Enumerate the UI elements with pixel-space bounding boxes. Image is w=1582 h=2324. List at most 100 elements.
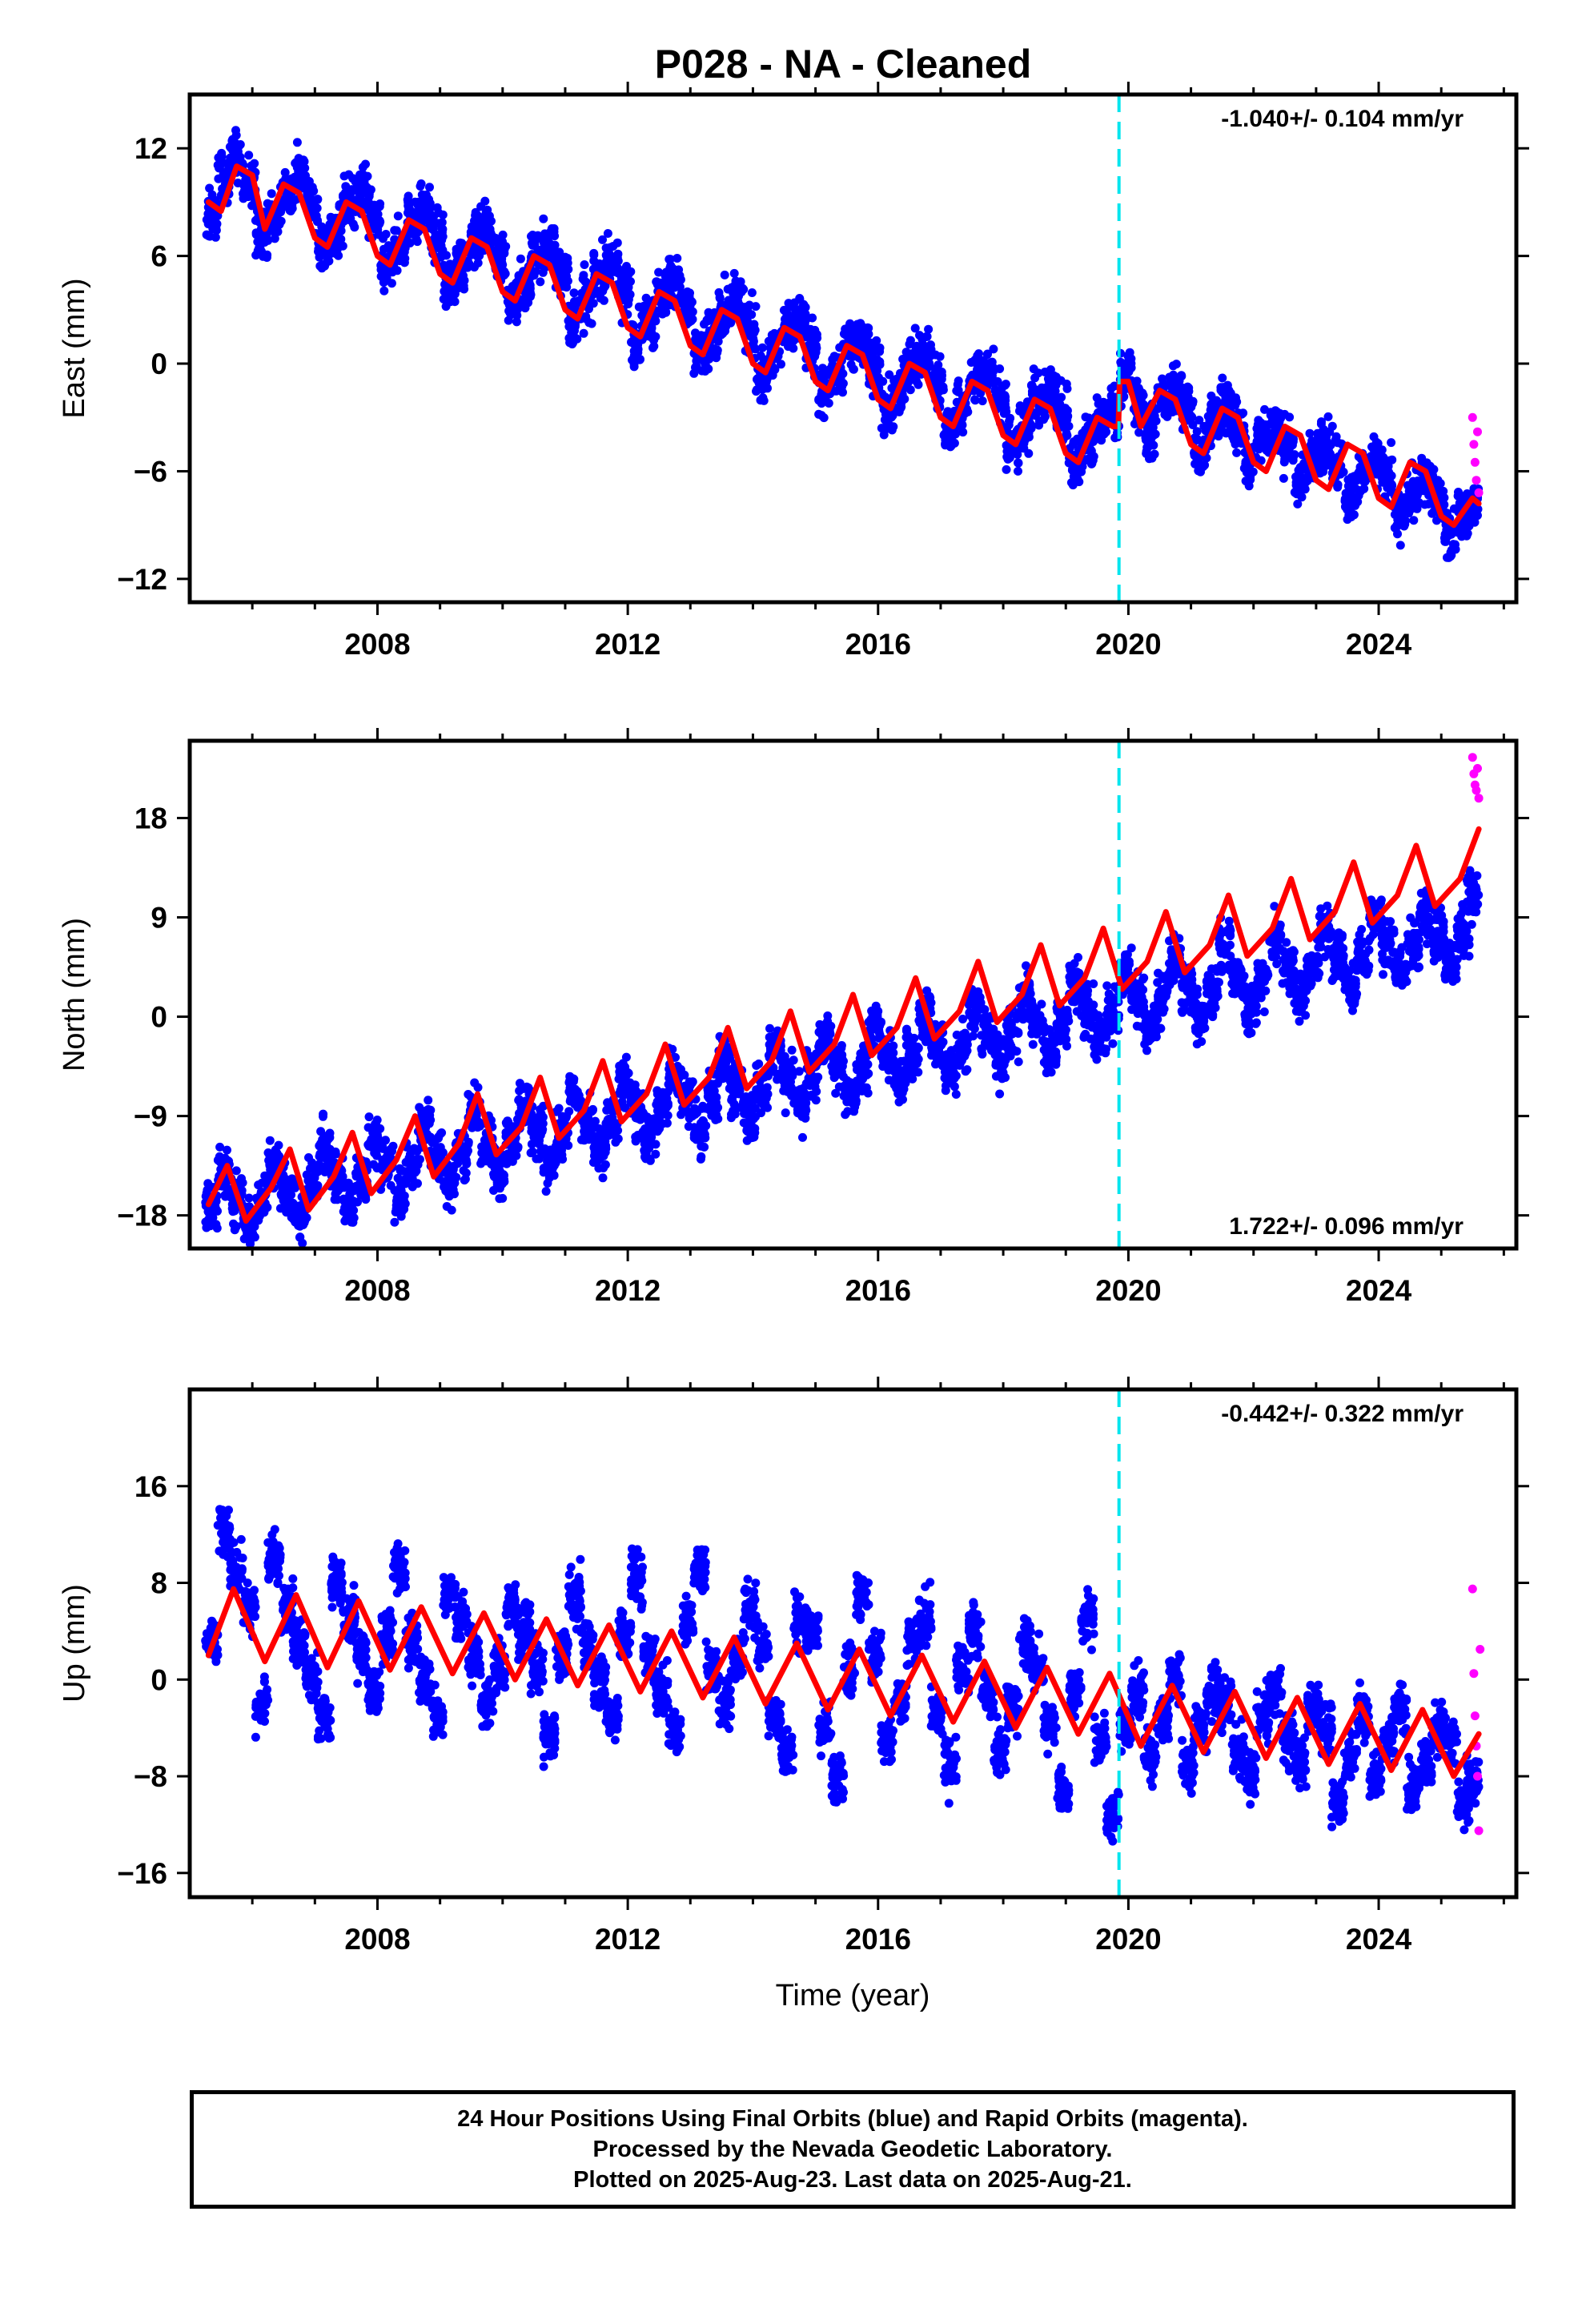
y-tick-label: 12 (135, 132, 167, 165)
final-orbit-point (675, 271, 685, 280)
final-orbit-point (661, 308, 671, 317)
final-orbit-point (777, 360, 785, 369)
final-orbit-point (1453, 528, 1463, 537)
final-orbit-point (311, 212, 321, 222)
final-orbit-point (917, 341, 927, 351)
model-curve (205, 163, 1482, 529)
final-orbit-point (1244, 481, 1254, 491)
final-orbit-point (1265, 439, 1275, 448)
final-orbit-point (607, 259, 617, 270)
final-orbit-point (568, 338, 577, 348)
final-orbit-point (379, 286, 389, 296)
final-orbit-point (215, 1142, 225, 1152)
final-orbit-point (869, 338, 879, 348)
final-orbit-point (203, 1185, 212, 1195)
final-orbit-point (1445, 529, 1456, 539)
final-orbit-point (751, 302, 761, 312)
final-orbit-point (987, 357, 997, 367)
final-orbit-point (1107, 404, 1118, 413)
final-orbit-point (622, 294, 632, 304)
final-orbit-point (1255, 417, 1263, 426)
final-orbit-point (274, 1140, 283, 1150)
final-orbit-point (205, 183, 215, 193)
final-orbit-point (1232, 397, 1242, 407)
final-orbit-point (993, 377, 1002, 386)
final-orbit-point (301, 176, 311, 186)
final-orbit-point (1110, 433, 1120, 443)
final-orbit-point (379, 234, 387, 243)
final-orbit-point (795, 295, 805, 304)
final-orbit-point (1005, 416, 1014, 426)
final-orbit-point (1271, 421, 1281, 432)
final-orbit-point (691, 336, 701, 346)
final-orbit-point (704, 364, 713, 374)
final-orbit-point (454, 283, 464, 292)
final-orbit-point (955, 421, 964, 431)
final-orbit-point (1168, 408, 1177, 416)
final-orbit-point (1468, 515, 1478, 525)
final-orbit-point (931, 350, 940, 360)
final-orbit-point (215, 1157, 225, 1167)
final-orbit-point (1408, 498, 1418, 508)
final-orbit-point (887, 412, 896, 422)
final-orbit-point (540, 233, 550, 243)
final-orbit-point (869, 359, 880, 368)
final-orbit-point (1049, 371, 1058, 380)
final-orbit-point (231, 1221, 241, 1231)
final-orbit-point (407, 1160, 417, 1171)
final-orbit-point (428, 1138, 437, 1148)
final-orbit-point (353, 1197, 362, 1207)
final-orbit-point (280, 167, 290, 177)
x-tick-label: 2008 (344, 628, 410, 661)
final-orbit-point (207, 211, 217, 222)
final-orbit-point (970, 356, 980, 364)
final-orbit-point (266, 1165, 275, 1175)
final-orbit-point (845, 321, 854, 330)
final-orbit-point (360, 1188, 370, 1198)
final-orbit-point (400, 1204, 409, 1214)
final-orbit-point (1219, 383, 1228, 392)
final-orbit-point (319, 1109, 328, 1119)
final-orbit-point (1295, 475, 1306, 485)
final-orbit-point (211, 1220, 221, 1229)
final-orbit-point (276, 207, 286, 217)
final-orbit-point (512, 317, 521, 327)
final-orbit-point (303, 1176, 313, 1185)
y-tick-label: 6 (151, 240, 167, 273)
final-orbit-point (665, 255, 675, 264)
final-orbit-point (1062, 428, 1071, 438)
final-orbit-point (580, 260, 589, 269)
final-orbit-point (255, 231, 265, 241)
final-orbit-point (539, 214, 548, 223)
final-orbit-point (633, 348, 643, 357)
final-orbit-point (889, 376, 899, 385)
final-orbit-point (1305, 428, 1315, 438)
final-orbit-point (432, 233, 442, 243)
final-orbit-point (1316, 420, 1326, 428)
final-orbit-point (807, 330, 817, 340)
final-orbit-point (692, 362, 701, 372)
final-orbit-point (1218, 373, 1227, 383)
final-orbit-point (1014, 458, 1023, 468)
final-orbit-point (1206, 405, 1215, 415)
y-tick-label: −6 (134, 455, 167, 488)
final-orbit-point (757, 343, 767, 352)
final-orbit-point (743, 304, 753, 314)
final-orbit-point (978, 396, 987, 406)
final-orbit-point (332, 245, 342, 255)
final-orbit-point (441, 302, 451, 312)
final-orbit-point (369, 1133, 379, 1144)
final-orbit-point (211, 226, 221, 235)
final-orbit-point (942, 409, 952, 419)
final-orbit-point (1279, 473, 1288, 483)
final-orbit-point (436, 1129, 445, 1139)
final-orbit-point (1110, 381, 1119, 391)
final-orbit-point (1353, 497, 1363, 507)
final-orbit-point (367, 206, 376, 215)
final-orbit-point (1171, 360, 1181, 369)
final-orbit-point (267, 189, 276, 199)
final-orbit-point (223, 1145, 231, 1155)
final-orbit-point (1014, 466, 1022, 476)
final-orbit-point (1170, 385, 1180, 396)
final-orbit-point (250, 159, 259, 168)
